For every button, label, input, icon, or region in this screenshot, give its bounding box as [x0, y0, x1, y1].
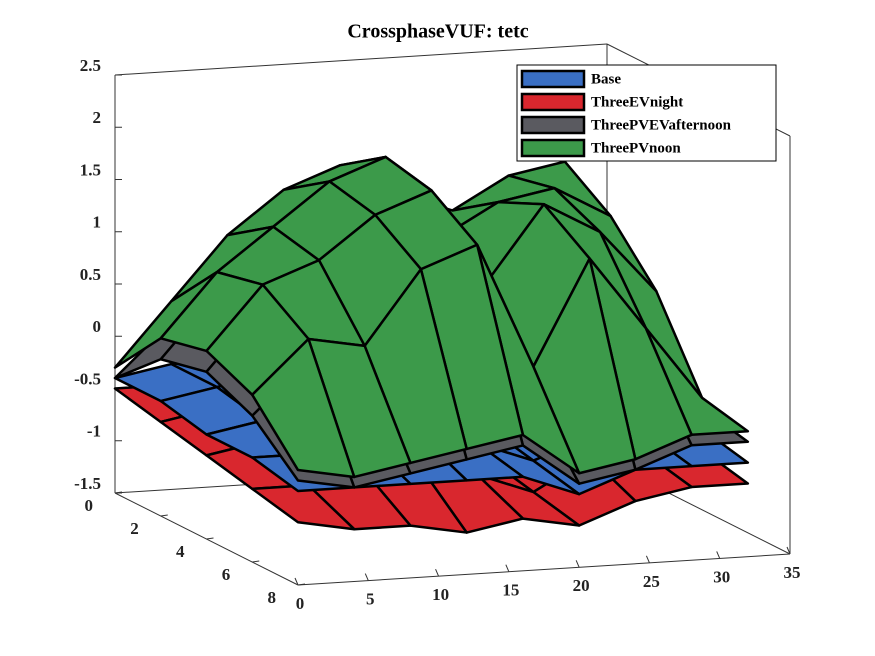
legend-swatch — [520, 92, 586, 112]
legend-swatch — [520, 115, 586, 135]
z-tick-label: -1 — [87, 422, 101, 441]
y-tick-label: 4 — [176, 542, 185, 561]
legend-label: ThreePVEVafternoon — [591, 117, 732, 133]
axis-edge — [114, 43, 608, 76]
surface-cell — [251, 484, 356, 531]
y-tick-label: 8 — [268, 588, 277, 607]
axis-edge — [297, 553, 791, 586]
y-tick — [160, 514, 168, 517]
x-tick — [294, 577, 299, 586]
x-tick-label: 20 — [573, 576, 590, 595]
legend: Base ThreeEVnight ThreePVEVafternoon ThreeP… — [516, 64, 777, 162]
x-tick — [645, 555, 650, 564]
chart-title: CrossphaseVUF: tetc — [347, 21, 528, 43]
z-tick-label: -0.5 — [74, 369, 101, 388]
surface-cell — [251, 337, 356, 479]
z-tick-label: 0 — [93, 317, 102, 336]
x-tick — [435, 568, 440, 577]
x-tick-label: 0 — [296, 594, 305, 613]
legend-label: ThreeEVnight — [591, 94, 683, 110]
x-tick — [364, 573, 369, 581]
legend-label: ThreePVnoon — [591, 140, 681, 156]
z-tick-label: 2.5 — [80, 56, 101, 75]
y-tick-label: 6 — [222, 565, 231, 584]
x-tick-label: 30 — [713, 567, 730, 586]
x-tick — [575, 560, 580, 568]
z-tick-label: 2 — [93, 108, 102, 127]
legend-label: Base — [591, 71, 621, 87]
z-tick-label: 1 — [93, 213, 102, 232]
x-tick — [786, 546, 791, 555]
z-tick-label: 0.5 — [80, 265, 101, 284]
x-tick-label: 25 — [643, 572, 660, 591]
x-tick — [505, 564, 510, 572]
x-tick-label: 10 — [432, 585, 449, 604]
x-tick-label: 15 — [502, 581, 519, 600]
x-tick — [716, 551, 721, 559]
y-tick — [114, 491, 123, 494]
x-tick-label: 5 — [366, 589, 375, 608]
legend-swatch — [520, 69, 586, 89]
y-tick-label: 2 — [130, 519, 139, 538]
y-tick-label: 0 — [85, 496, 94, 515]
surfaces — [113, 155, 750, 534]
axes: -1.5 -1 -0.5 0 0.5 1 1.5 2 2.5 0 5 10 15 20 25 30 35 0 2 4 6… — [74, 43, 801, 613]
legend-swatch — [520, 138, 586, 158]
y-tick — [297, 583, 306, 586]
y-tick — [252, 560, 260, 563]
z-tick-label: 1.5 — [80, 160, 101, 179]
y-tick — [206, 537, 214, 540]
z-tick-label: -1.5 — [74, 474, 101, 493]
x-tick-label: 35 — [784, 563, 801, 582]
